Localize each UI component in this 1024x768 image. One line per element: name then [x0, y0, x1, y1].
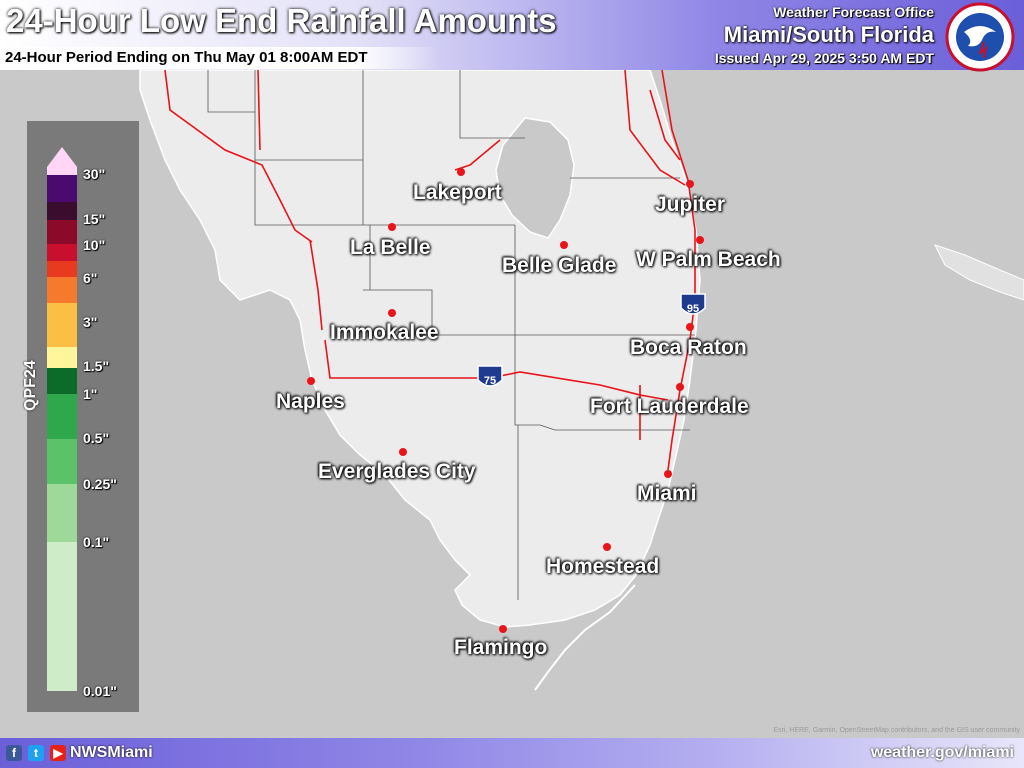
- legend-swatch-3: [47, 303, 77, 321]
- legend-tick-3: 3": [83, 314, 98, 330]
- legend-tick-10: 10": [83, 237, 106, 253]
- city-dot-immokalee: [388, 309, 396, 317]
- nws-logo-icon: [945, 2, 1015, 72]
- interstate-95-shield-icon: 95: [680, 293, 706, 315]
- legend-arrow: [47, 147, 77, 167]
- city-label-everglades-city: Everglades City: [318, 460, 476, 483]
- legend-swatch-2: [47, 321, 77, 347]
- city-dot-fort-lauderdale: [676, 383, 684, 391]
- city-dot-jupiter: [686, 180, 694, 188]
- website-link[interactable]: weather.gov/miami: [870, 744, 1014, 761]
- city-label-homestead: Homestead: [546, 555, 660, 578]
- region-name: Miami/South Florida: [723, 22, 934, 47]
- legend-swatch-6: [47, 261, 77, 277]
- legend-swatch-0-75: [47, 394, 77, 439]
- legend-swatch-1-5: [47, 347, 77, 368]
- city-dot-flamingo: [499, 625, 507, 633]
- city-markers: [307, 168, 704, 633]
- legend-swatch-0-25: [47, 484, 77, 542]
- legend-swatch-30: [47, 167, 77, 175]
- office-name: Weather Forecast Office: [773, 4, 934, 20]
- legend-tick-1-5: 1.5": [83, 358, 110, 374]
- legend-tick-0-5: 0.5": [83, 430, 110, 446]
- city-label-boca-raton: Boca Raton: [630, 336, 747, 359]
- florida-keys: [534, 584, 636, 691]
- legend-tick-1: 1": [83, 386, 98, 402]
- interstate-75-label: 75: [484, 375, 496, 387]
- legend-tick-0-1: 0.1": [83, 534, 110, 550]
- city-label-immokalee: Immokalee: [330, 321, 439, 344]
- legend-tick-0-25: 0.25": [83, 476, 117, 492]
- city-dot-belle-glade: [560, 241, 568, 249]
- city-dot-boca-raton: [686, 323, 694, 331]
- city-label-lakeport: Lakeport: [413, 181, 502, 204]
- legend-swatch-10: [47, 220, 77, 244]
- legend-caption: QPF24: [22, 360, 39, 411]
- youtube-icon[interactable]: ▶: [50, 745, 66, 761]
- city-label-fort-lauderdale: Fort Lauderdale: [590, 395, 749, 418]
- city-label-w-palm-beach: W Palm Beach: [636, 248, 781, 271]
- legend-swatch-4: [47, 277, 77, 303]
- city-label-flamingo: Flamingo: [454, 636, 548, 659]
- city-dot-homestead: [603, 543, 611, 551]
- city-dot-la-belle: [388, 223, 396, 231]
- legend-tick-15: 15": [83, 211, 106, 227]
- legend-tick-0-01: 0.01": [83, 683, 117, 699]
- twitter-icon[interactable]: t: [28, 745, 44, 761]
- city-dot-miami: [664, 470, 672, 478]
- social-handle[interactable]: NWSMiami: [70, 744, 153, 761]
- legend-tick-6: 6": [83, 270, 98, 286]
- legend-swatch-8: [47, 244, 77, 261]
- lake-okeechobee: [495, 117, 575, 239]
- legend-swatch-15: [47, 202, 77, 220]
- interstate-95-label: 95: [687, 303, 699, 315]
- page-title: 24-Hour Low End Rainfall Amounts: [6, 2, 557, 39]
- subtitle-bar: [0, 47, 440, 69]
- city-label-la-belle: La Belle: [350, 236, 431, 259]
- bahamas-land: [934, 244, 1024, 301]
- city-label-belle-glade: Belle Glade: [502, 254, 617, 277]
- legend-swatch-1: [47, 368, 77, 394]
- county-lines: [207, 70, 695, 600]
- facebook-icon[interactable]: f: [6, 745, 22, 761]
- city-dot-naples: [307, 377, 315, 385]
- city-dot-lakeport: [457, 168, 465, 176]
- interstate-75-shield-icon: 75: [477, 365, 503, 387]
- legend-swatch-0-5: [47, 439, 77, 484]
- precipitation-legend: [27, 121, 139, 712]
- city-dot-w-palm-beach: [696, 236, 704, 244]
- city-label-miami: Miami: [637, 482, 697, 505]
- legend-swatch-0-1: [47, 542, 77, 691]
- city-label-jupiter: Jupiter: [655, 193, 726, 216]
- legend-color-scale: [47, 147, 77, 691]
- city-dot-everglades-city: [399, 448, 407, 456]
- issued-time: Issued Apr 29, 2025 3:50 AM EDT: [714, 50, 934, 66]
- period-subtitle: 24-Hour Period Ending on Thu May 01 8:00…: [5, 49, 368, 66]
- legend-tick-30: 30": [83, 166, 106, 182]
- map-attribution: Esri, HERE, Garmin, OpenStreetMap contri…: [773, 727, 1020, 734]
- city-label-naples: Naples: [276, 390, 345, 413]
- footer-banner: [0, 738, 1024, 768]
- legend-swatch-20: [47, 175, 77, 202]
